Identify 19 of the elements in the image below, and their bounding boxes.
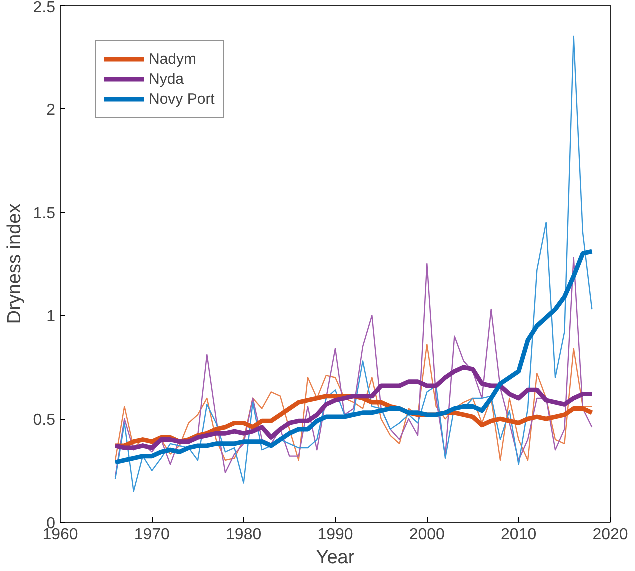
x-axis-title: Year xyxy=(316,548,356,568)
y-tick-label: 2.5 xyxy=(33,0,56,16)
y-tick-label: 0.5 xyxy=(33,412,56,430)
legend-label: Nadym xyxy=(149,50,197,68)
y-tick-label: 1 xyxy=(46,308,56,326)
x-tick-label: 1980 xyxy=(226,526,262,544)
line-series xyxy=(113,365,594,450)
x-tick-label: 1990 xyxy=(318,526,354,544)
y-axis-title: Dryness index xyxy=(4,203,26,324)
x-tick-label: 2000 xyxy=(409,526,446,544)
x-tick-label: 2010 xyxy=(501,526,537,544)
line-series xyxy=(114,36,593,492)
legend-label: Novy Port xyxy=(149,90,215,108)
line-series xyxy=(114,344,593,462)
y-tick-label: 2 xyxy=(46,102,56,119)
y-tick-label: 1.5 xyxy=(33,205,56,222)
legend-label: Nyda xyxy=(149,70,184,88)
x-tick-label: 2020 xyxy=(592,526,628,544)
x-tick-label: 1970 xyxy=(134,526,170,544)
